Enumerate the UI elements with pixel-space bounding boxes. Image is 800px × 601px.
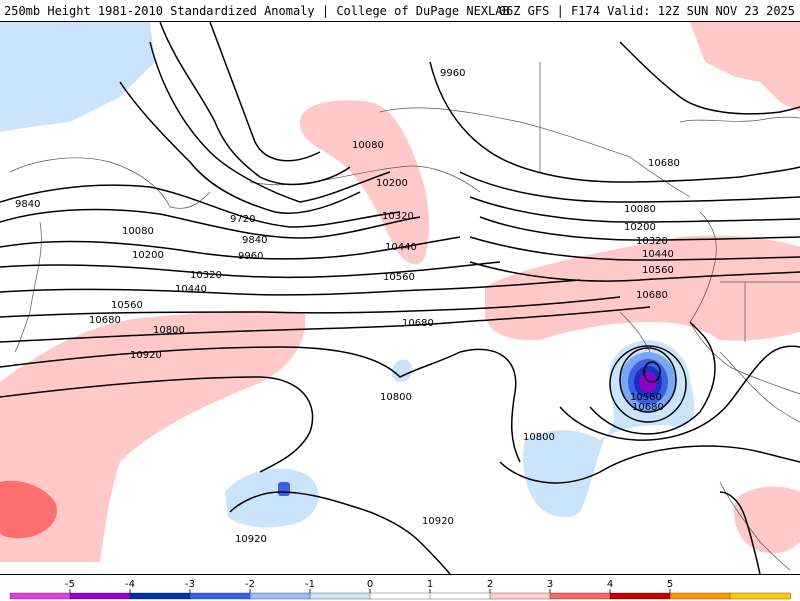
colorbar-swatch [669,592,731,600]
colorbar-swatches [9,592,791,600]
map-header: 250mb Height 1981-2010 Standardized Anom… [0,0,800,22]
contour-label: 9960 [238,251,263,262]
anomaly-shading [0,22,800,562]
contour-label: 10680 [89,315,121,326]
contour-label-group: 9960 10080 10200 10320 10440 10560 10680… [15,68,680,545]
contour-label: 10440 [385,242,417,253]
contour-label: 10320 [382,211,414,222]
colorbar-tick-label: 3 [547,579,553,590]
contour-label: 10200 [132,250,164,261]
colorbar-swatch [609,592,671,600]
contour-label: 9720 [230,214,255,225]
contour-label: 9840 [15,199,40,210]
contour-label: 10920 [130,350,162,361]
colorbar-swatch [489,592,551,600]
cutoff-low-ring-2 [619,347,677,413]
contour-label: 10680 [402,318,434,329]
colorbar-swatch [9,592,71,600]
colorbar-tick-label: -4 [125,579,135,590]
contour-label: 10680 [636,290,668,301]
neg-anomaly-nw [0,22,155,132]
contour-label: 10680 [648,158,680,169]
contour-label: 10920 [422,516,454,527]
colorbar-swatch [549,592,611,600]
colorbar-tick-label: 2 [487,579,493,590]
contour-label: 10560 [383,272,415,283]
contour-label: 10680 [632,402,664,413]
pos-anomaly-pacific-west [0,310,306,562]
contour-label: 10320 [636,236,668,247]
contour-label: 10080 [352,140,384,151]
colorbar-tick-label: 0 [367,579,373,590]
height-contours [0,22,800,574]
colorbar-tick-label: 5 [667,579,673,590]
cutoff-low-ring-3 [643,361,661,383]
pos-anomaly-northeast [690,22,800,112]
neg-anomaly-south-pacific [225,468,319,528]
contour-label: 10080 [624,204,656,215]
colorbar-swatch [309,592,371,600]
neg2-anomaly-south-pacific [278,482,290,496]
contour-label: 10080 [122,226,154,237]
weather-map: 9960 10080 10200 10320 10440 10560 10680… [0,22,800,574]
colorbar-tick-label: -1 [305,579,315,590]
colorbar-swatch [729,592,791,600]
contour-label: 9960 [440,68,465,79]
neg5-anomaly-cutoff-low [639,372,657,392]
colorbar-swatch [249,592,311,600]
contour-label: 10440 [642,249,674,260]
cutoff-low-ring-1 [609,345,687,423]
colorbar-graphic: -5 -4 -3 -2 -1 0 1 2 3 4 5 [9,579,791,600]
contour-label: 10560 [642,265,674,276]
colorbar-tick-label: -5 [65,579,75,590]
contour-label: 10560 [111,300,143,311]
colorbar-swatch [129,592,191,600]
colorbar-swatch [69,592,131,600]
colorbar-tick-label: -2 [245,579,255,590]
contour-label: 9840 [242,235,267,246]
contour-label: 10920 [235,534,267,545]
colorbar-swatch [429,592,491,600]
contour-label: 10800 [153,325,185,336]
contour-label: 10800 [380,392,412,403]
colorbar-ticks: -5 -4 -3 -2 -1 0 1 2 3 4 5 [65,579,673,593]
colorbar-swatch [189,592,251,600]
model-run-info: 06Z GFS | F174 Valid: 12Z SUN NOV 23 202… [498,4,795,18]
contour-label: 10200 [624,222,656,233]
contour-label: 10320 [190,270,222,281]
contour-label: 10440 [175,284,207,295]
pos2-anomaly-west [0,480,58,539]
colorbar: -5 -4 -3 -2 -1 0 1 2 3 4 5 [0,574,800,600]
contour-label: 10560 [630,392,662,403]
map-title: 250mb Height 1981-2010 Standardized Anom… [4,4,510,18]
colorbar-tick-label: 1 [427,579,433,590]
pos-anomaly-alaska [300,100,430,265]
contour-label: 10800 [523,432,555,443]
contour-label: 10200 [376,178,408,189]
colorbar-swatch [369,592,431,600]
neg-anomaly-hawaii [391,359,413,383]
colorbar-tick-label: 4 [607,579,613,590]
colorbar-tick-label: -3 [185,579,195,590]
